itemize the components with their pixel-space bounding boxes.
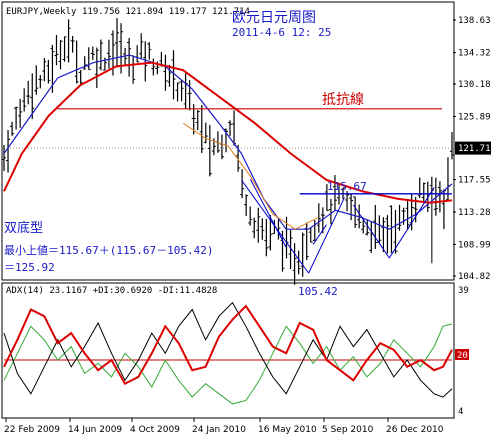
adx-line bbox=[3, 304, 453, 386]
minus-di-line bbox=[3, 301, 453, 398]
last-price-badge: 121.714 bbox=[455, 141, 492, 155]
adx-axis-top: 39 bbox=[458, 286, 469, 296]
date-tick-label: 24 Jan 2010 bbox=[192, 425, 246, 435]
price-tick-label: 125.89 bbox=[458, 112, 491, 122]
adx-header: ADX(14) 23.1167 +DI:30.6920 -DI:11.4828 bbox=[6, 286, 217, 296]
adx-level-badge: 20 bbox=[455, 349, 469, 361]
target-formula: 最小上値＝115.67＋(115.67－105.42) bbox=[4, 244, 213, 257]
price-tick-label: 113.28 bbox=[458, 208, 491, 218]
double-bottom-low-label: 105.42 bbox=[298, 285, 338, 298]
trend-line bbox=[249, 179, 287, 248]
adx-axis-bottom: 4 bbox=[458, 407, 463, 417]
indicator-panel-frame[interactable] bbox=[1, 282, 455, 419]
trend-line bbox=[388, 187, 435, 259]
trend-line bbox=[308, 197, 345, 274]
date-tick-label: 5 Sep 2010 bbox=[322, 425, 374, 435]
date-tick-label: 16 May 2010 bbox=[258, 425, 317, 435]
price-tick-label: 108.99 bbox=[458, 240, 491, 250]
adx-level-value: 20 bbox=[457, 351, 468, 361]
neckline-level-label: 115.67 bbox=[327, 180, 367, 193]
trend-line bbox=[312, 224, 327, 245]
indicator-layer bbox=[3, 301, 453, 405]
date-tick-label: 26 Dec 2010 bbox=[386, 425, 444, 435]
resistance-label: 抵抗線 bbox=[322, 92, 364, 108]
plus-di-line bbox=[3, 323, 453, 405]
chart-datetime: 2011-4-6 12: 25 bbox=[232, 26, 331, 39]
price-axis: 138.63 134.32 130.18 125.89 117.55 113.28 108.… bbox=[453, 16, 491, 282]
ma-fast-line bbox=[182, 122, 318, 230]
target-result: ＝125.92 bbox=[4, 261, 55, 274]
date-tick-label: 22 Feb 2009 bbox=[4, 425, 60, 435]
price-tick-label: 117.55 bbox=[458, 176, 491, 186]
price-panel-frame[interactable] bbox=[1, 1, 455, 281]
date-axis: 22 Feb 2009 14 Jun 2009 4 Oct 2009 24 Jan 2… bbox=[4, 418, 444, 435]
ma-short-line bbox=[3, 54, 453, 230]
price-tick-label: 104.82 bbox=[458, 272, 491, 282]
price-tick-label: 130.18 bbox=[458, 80, 491, 90]
last-price-value: 121.714 bbox=[458, 144, 492, 154]
symbol-label: EURJPY,Weekly bbox=[6, 7, 77, 17]
ohlc-bars bbox=[2, 18, 454, 285]
date-tick-label: 4 Oct 2009 bbox=[130, 425, 180, 435]
date-tick-label: 14 Jun 2009 bbox=[68, 425, 122, 435]
pattern-name: 双底型 bbox=[4, 220, 43, 236]
trend-line bbox=[353, 204, 390, 259]
price-layer bbox=[2, 18, 454, 285]
price-tick-label: 138.63 bbox=[458, 16, 491, 26]
chart-title: 欧元日元周图 bbox=[232, 10, 316, 26]
price-tick-label: 134.32 bbox=[458, 49, 491, 59]
ohlc-readout: 119.756 121.894 119.177 121.714 bbox=[82, 7, 250, 17]
ma-long-line bbox=[3, 61, 453, 204]
